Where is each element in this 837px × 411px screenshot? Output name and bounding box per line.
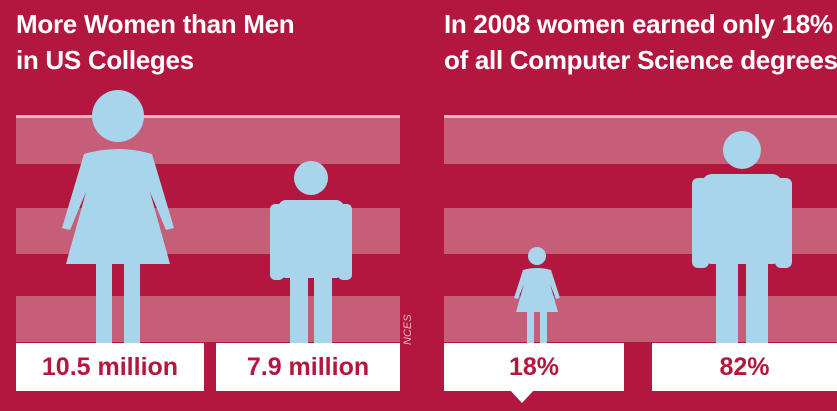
men-enrollment-label: 7.9 million [216, 343, 400, 391]
left-title-line-2: in US Colleges [16, 45, 194, 75]
right-title-line-2: of all Computer Science degrees [444, 45, 837, 75]
women-cs-degrees-label: 18% [444, 343, 624, 391]
left-top-rule [16, 115, 400, 118]
men-cs-degrees-label: 82% [652, 343, 837, 391]
source-note: NCES [402, 314, 414, 346]
man-icon [270, 160, 352, 346]
woman-icon [62, 88, 174, 346]
right-band-3 [444, 296, 837, 342]
right-top-rule [444, 115, 837, 118]
left-band-1 [16, 118, 400, 164]
man-icon [692, 130, 792, 346]
left-title-line-1: More Women than Men [16, 9, 295, 39]
left-band-3 [16, 296, 400, 342]
pointer-arrow [509, 389, 535, 403]
right-title-line-1: In 2008 women earned only 18% [444, 9, 833, 39]
right-band-1 [444, 118, 837, 164]
left-chart-title: More Women than Men in US Colleges [16, 6, 295, 78]
woman-icon [514, 246, 560, 346]
women-enrollment-label: 10.5 million [16, 343, 204, 391]
right-chart-title: In 2008 women earned only 18% of all Com… [444, 6, 837, 78]
